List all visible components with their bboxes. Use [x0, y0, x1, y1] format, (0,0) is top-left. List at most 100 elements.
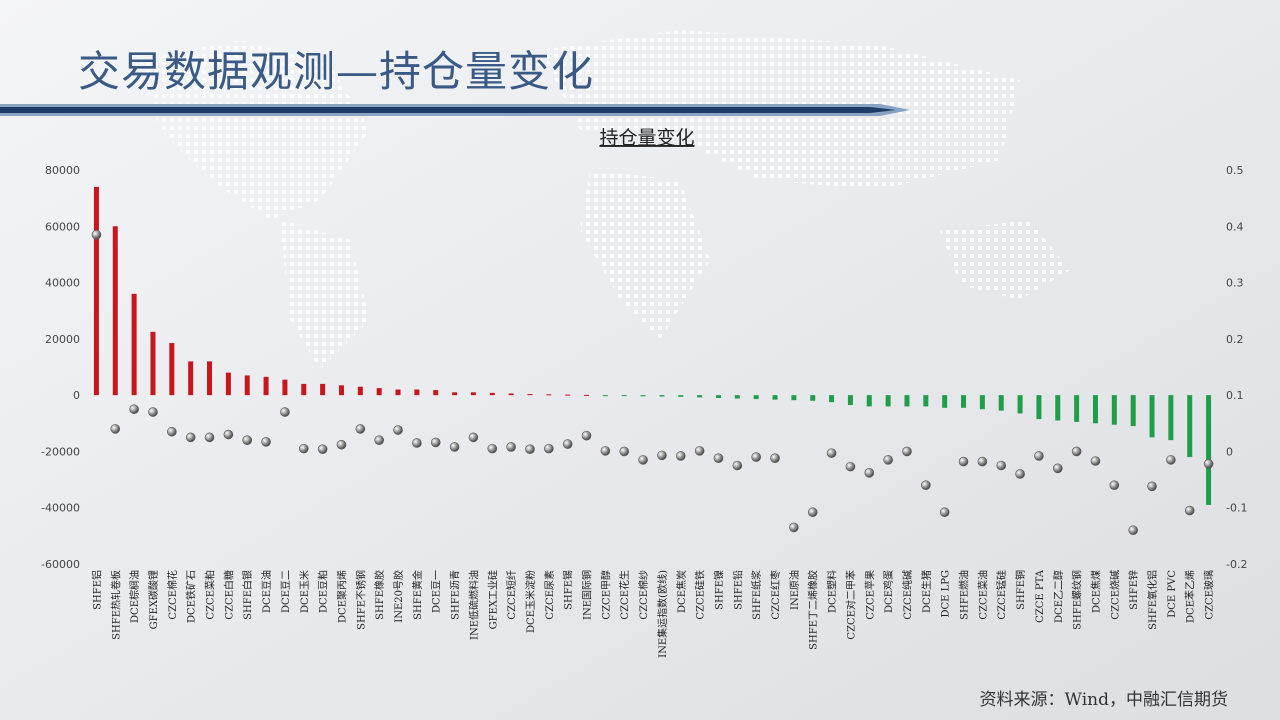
- x-category-label: CZCE苹果: [863, 570, 876, 620]
- bar: [734, 395, 740, 399]
- bar: [1092, 395, 1098, 424]
- marker-point: [883, 455, 893, 465]
- y2-tick-label: 0.4: [1226, 220, 1244, 233]
- y2-tick-label: -0.1: [1226, 502, 1247, 515]
- marker-point: [1184, 505, 1195, 516]
- y2-tick-label: 0: [1226, 445, 1233, 458]
- x-category-label: CZCE菜粕: [204, 570, 217, 620]
- title-band-dark: [0, 107, 896, 113]
- y2-tick-label: 0.1: [1226, 389, 1244, 402]
- marker-point: [789, 522, 799, 533]
- bar: [998, 395, 1004, 411]
- x-category-label: SHFE热轧卷板: [109, 570, 122, 640]
- x-category-label: CZCE PTA: [1035, 569, 1046, 623]
- bar: [188, 361, 194, 396]
- y-tick-label: 80000: [45, 164, 80, 177]
- bar: [320, 383, 326, 396]
- marker-point: [298, 443, 309, 454]
- marker-point: [148, 407, 158, 417]
- marker-point: [713, 453, 724, 463]
- x-category-label: DCE苯乙烯: [1184, 570, 1197, 623]
- marker-point: [110, 424, 121, 434]
- bar: [640, 395, 646, 397]
- marker-point: [694, 446, 705, 456]
- bar: [866, 395, 872, 407]
- x-category-label: SHFE沥青: [449, 570, 462, 620]
- bar: [979, 395, 985, 410]
- marker-point: [751, 452, 761, 462]
- x-category-label: GFEX工业硅: [486, 570, 499, 629]
- slide-title: 交易数据观测—持仓量变化: [78, 47, 595, 96]
- marker-point: [638, 455, 648, 465]
- marker-point: [261, 437, 271, 447]
- marker-series: [91, 229, 1214, 536]
- x-category-label: DCE塑料: [826, 570, 839, 613]
- bar: [1111, 395, 1117, 425]
- bar: [93, 186, 99, 396]
- bar: [753, 395, 759, 400]
- marker-point: [958, 456, 969, 467]
- marker-point: [939, 507, 950, 518]
- bar: [338, 385, 344, 396]
- marker-point: [619, 446, 630, 457]
- x-category-label: DCE豆一: [431, 570, 443, 613]
- x-category-label: INE原油: [788, 570, 801, 610]
- bar: [489, 392, 495, 396]
- marker-point: [355, 424, 366, 434]
- source-note: 资料来源：Wind，中融汇信期货: [979, 690, 1228, 710]
- y2-tick-label: 0.2: [1226, 333, 1244, 346]
- x-category-label: SHFE镍: [712, 570, 725, 610]
- x-category-label: CZCE花生: [618, 570, 631, 620]
- bar: [414, 389, 420, 396]
- x-category-label: SHFE黄金: [411, 570, 424, 620]
- bar: [112, 226, 118, 396]
- x-category-label: INE国际铜: [582, 570, 594, 620]
- x-category-label: INE集运指数(欧线): [656, 570, 669, 658]
- x-category-label: DCE PVC: [1167, 570, 1178, 618]
- marker-point: [977, 456, 988, 467]
- x-category-label: SHFE不锈钢: [354, 570, 367, 630]
- bar: [715, 395, 721, 398]
- y-tick-label: 20000: [45, 333, 80, 346]
- x-category-label: SHFE锌: [1127, 570, 1140, 610]
- x-category-label: DCE棕榈油: [128, 570, 141, 623]
- marker-point: [91, 229, 102, 240]
- bar: [1149, 395, 1155, 438]
- left-axis: 80000 60000 40000 20000 0 -20000 -40000 -60000: [41, 164, 80, 571]
- bar: [470, 392, 476, 396]
- bar: [659, 395, 665, 397]
- chart-title: 持仓量变化: [599, 127, 694, 149]
- x-category-label: CZCE菜油: [976, 570, 989, 620]
- x-category-label: DCE鸡蛋: [882, 570, 895, 613]
- bar: [697, 395, 703, 398]
- marker-point: [996, 460, 1007, 471]
- y-tick-label: 60000: [45, 220, 80, 233]
- bar: [1130, 395, 1136, 427]
- x-category-label: CZCE对二甲苯: [844, 570, 857, 640]
- marker-point: [1015, 469, 1025, 479]
- x-category-label: DCE玉米: [298, 570, 311, 613]
- x-category-label: DCE焦炭: [675, 570, 688, 613]
- bar: [395, 389, 401, 396]
- bar: [244, 375, 250, 396]
- x-category-label: DCE豆油: [260, 570, 273, 613]
- bar: [923, 395, 929, 407]
- bar: [301, 383, 307, 396]
- bar: [452, 392, 458, 396]
- bar: [961, 395, 967, 408]
- marker-point: [1071, 446, 1082, 457]
- x-category-label: SHFE氧化铝: [1146, 570, 1159, 630]
- x-category-label: DCE LPG: [941, 570, 952, 618]
- marker-point: [1034, 451, 1044, 461]
- x-category-label: SHFE铅: [731, 570, 744, 610]
- marker-point: [223, 429, 234, 440]
- x-category-label: SHFE燃油: [958, 570, 971, 620]
- marker-point: [600, 446, 611, 456]
- bar: [584, 394, 590, 396]
- bar: [678, 395, 684, 397]
- bar: [225, 372, 231, 396]
- bar: [1017, 395, 1023, 414]
- y2-tick-label: -0.2: [1226, 558, 1247, 571]
- marker-point: [675, 451, 686, 461]
- x-category-label: DCE生猪: [920, 570, 933, 613]
